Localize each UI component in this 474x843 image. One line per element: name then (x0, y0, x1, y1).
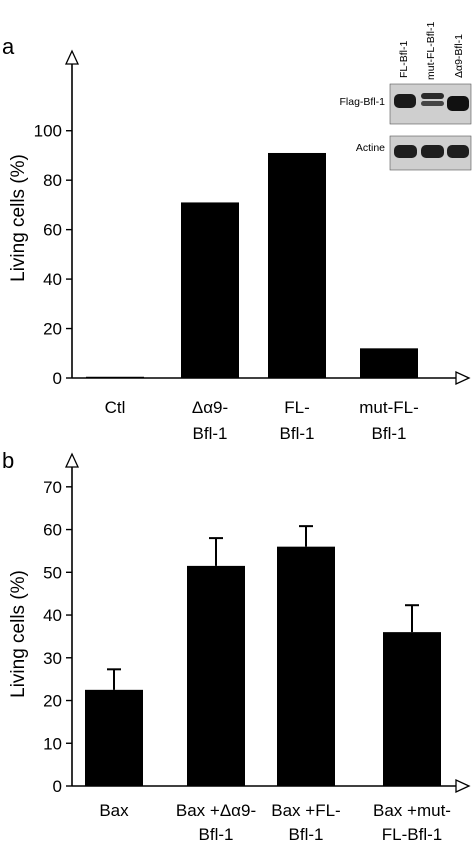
a-y-tick-label: 20 (43, 320, 62, 339)
a-y-tick-label: 0 (53, 369, 62, 388)
a-bar (360, 348, 418, 378)
band-actine-3 (447, 145, 469, 158)
band-delta-a9-bfl-1 (447, 96, 469, 111)
band-fl-bfl-1 (394, 94, 416, 108)
band-actine-2 (421, 145, 444, 158)
panel-a-y-axis-title: Living cells (%) (8, 154, 29, 282)
a-x-axis-arrow (455, 370, 471, 386)
lane-label-mut-fl-bfl-1: mut-FL-Bfl-1 (425, 22, 437, 81)
b-y-tick-label: 70 (43, 478, 62, 497)
b-y-tick-label: 60 (43, 521, 62, 540)
a-category-label: Ctl (105, 398, 126, 417)
row-label-actine: Actine (356, 142, 385, 154)
b-category-label: Bax +FL- (271, 801, 340, 820)
panel-a-category-labels: Ctl Δα9- Bfl-1 FL- Bfl-1 mut-FL- Bfl-1 (105, 398, 419, 443)
b-bar (85, 689, 143, 786)
band-mut-fl-bfl-1-upper (421, 93, 444, 99)
a-y-tick-label: 100 (34, 122, 62, 141)
b-x-axis-arrow (455, 778, 471, 794)
a-bar (268, 152, 326, 378)
a-category-label: Bfl-1 (280, 424, 315, 443)
a-y-tick-label: 40 (43, 270, 62, 289)
a-y-tick-label: 60 (43, 221, 62, 240)
lane-label-fl-bfl-1: FL-Bfl-1 (398, 41, 410, 79)
a-category-label: Bfl-1 (193, 424, 228, 443)
a-bar (86, 376, 144, 378)
b-bar (383, 632, 441, 786)
panel-a-bars (86, 152, 418, 378)
a-category-label: FL- (284, 398, 310, 417)
panel-a-letter: a (2, 34, 15, 59)
b-y-tick-label: 50 (43, 563, 62, 582)
b-y-tick-label: 10 (43, 734, 62, 753)
a-bar (181, 202, 239, 378)
b-y-tick-label: 40 (43, 606, 62, 625)
a-y-tick-label: 80 (43, 171, 62, 190)
a-category-label: Δα9- (192, 398, 228, 417)
panel-b-letter: b (2, 448, 14, 473)
band-mut-fl-bfl-1-lower (421, 101, 444, 106)
lane-label-delta-a9-bfl-1: Δα9-Bfl-1 (453, 34, 465, 78)
b-y-tick-label: 0 (53, 777, 62, 796)
panel-b-y-ticks: 0 10 20 30 40 50 60 70 (43, 478, 72, 796)
b-category-label: Bax (99, 801, 129, 820)
b-category-label: Bfl-1 (199, 825, 234, 843)
panel-b-bars (85, 546, 441, 786)
panel-b-category-labels: Bax Bax +Δα9- Bfl-1 Bax +FL- Bfl-1 Bax +mut- F… (99, 801, 451, 843)
b-y-tick-label: 30 (43, 649, 62, 668)
band-actine-1 (394, 145, 417, 158)
b-y-tick-label: 20 (43, 692, 62, 711)
b-category-label: Bax +Δα9- (176, 801, 256, 820)
panel-b-error-bars (107, 525, 419, 690)
a-y-axis-arrow (64, 49, 80, 65)
b-category-label: Bfl-1 (289, 825, 324, 843)
western-blot-inset: FL-Bfl-1 mut-FL-Bfl-1 Δα9-Bfl-1 Flag-Bfl… (339, 22, 472, 171)
panel-b-y-axis-title: Living cells (%) (8, 570, 29, 698)
a-category-label: Bfl-1 (372, 424, 407, 443)
b-category-label: Bax +mut- (373, 801, 451, 820)
b-y-axis-arrow (64, 452, 80, 468)
b-bar (277, 546, 335, 786)
b-category-label: FL-Bfl-1 (382, 825, 442, 843)
b-bar (187, 565, 245, 786)
panel-a-y-ticks: 0 20 40 60 80 100 (34, 122, 72, 388)
row-label-flag-bfl-1: Flag-Bfl-1 (339, 96, 385, 108)
a-category-label: mut-FL- (359, 398, 419, 417)
